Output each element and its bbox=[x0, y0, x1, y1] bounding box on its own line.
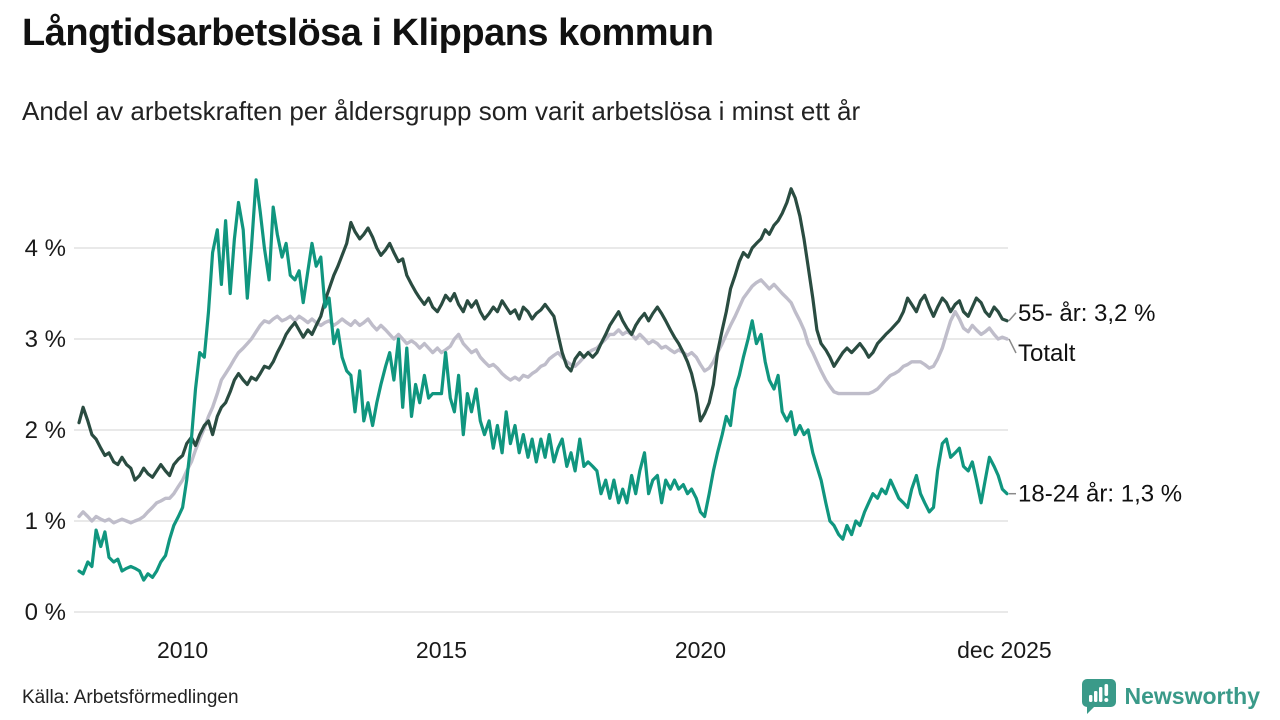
x-axis-tick-label: 2015 bbox=[416, 637, 467, 663]
page-title: Långtidsarbetslösa i Klippans kommun bbox=[22, 12, 714, 54]
newsworthy-logo-icon bbox=[1081, 679, 1116, 714]
x-axis-tick-label: 2020 bbox=[675, 637, 726, 663]
source-note: Källa: Arbetsförmedlingen bbox=[22, 687, 239, 708]
series-end-label-totalt: Totalt bbox=[1018, 340, 1076, 367]
series-line-55-r bbox=[77, 187, 1009, 482]
series-line-totalt bbox=[77, 278, 1009, 525]
y-axis-tick-label: 2 % bbox=[25, 417, 66, 444]
x-axis-tick-label: 2010 bbox=[157, 637, 208, 663]
series-end-label-55-r: 55- år: 3,2 % bbox=[1018, 300, 1155, 327]
newsworthy-wordmark: Newsworthy bbox=[1124, 682, 1260, 709]
newsworthy-logo[interactable]: Newsworthy bbox=[1080, 676, 1260, 716]
page-subtitle: Andel av arbetskraften per åldersgrupp s… bbox=[22, 96, 861, 126]
end-label-leader-55-r bbox=[1008, 312, 1017, 322]
series-end-label-18-24-r: 18-24 år: 1,3 % bbox=[1018, 481, 1182, 508]
y-axis-tick-label: 3 % bbox=[25, 326, 66, 353]
y-axis-tick-label: 1 % bbox=[25, 508, 66, 535]
y-axis-tick-label: 0 % bbox=[25, 599, 66, 626]
y-axis-tick-label: 4 % bbox=[25, 235, 66, 262]
x-axis-tick-label: dec 2025 bbox=[957, 637, 1052, 663]
end-label-leader-totalt bbox=[1008, 338, 1017, 354]
series-line-18-24-r bbox=[77, 178, 1009, 582]
